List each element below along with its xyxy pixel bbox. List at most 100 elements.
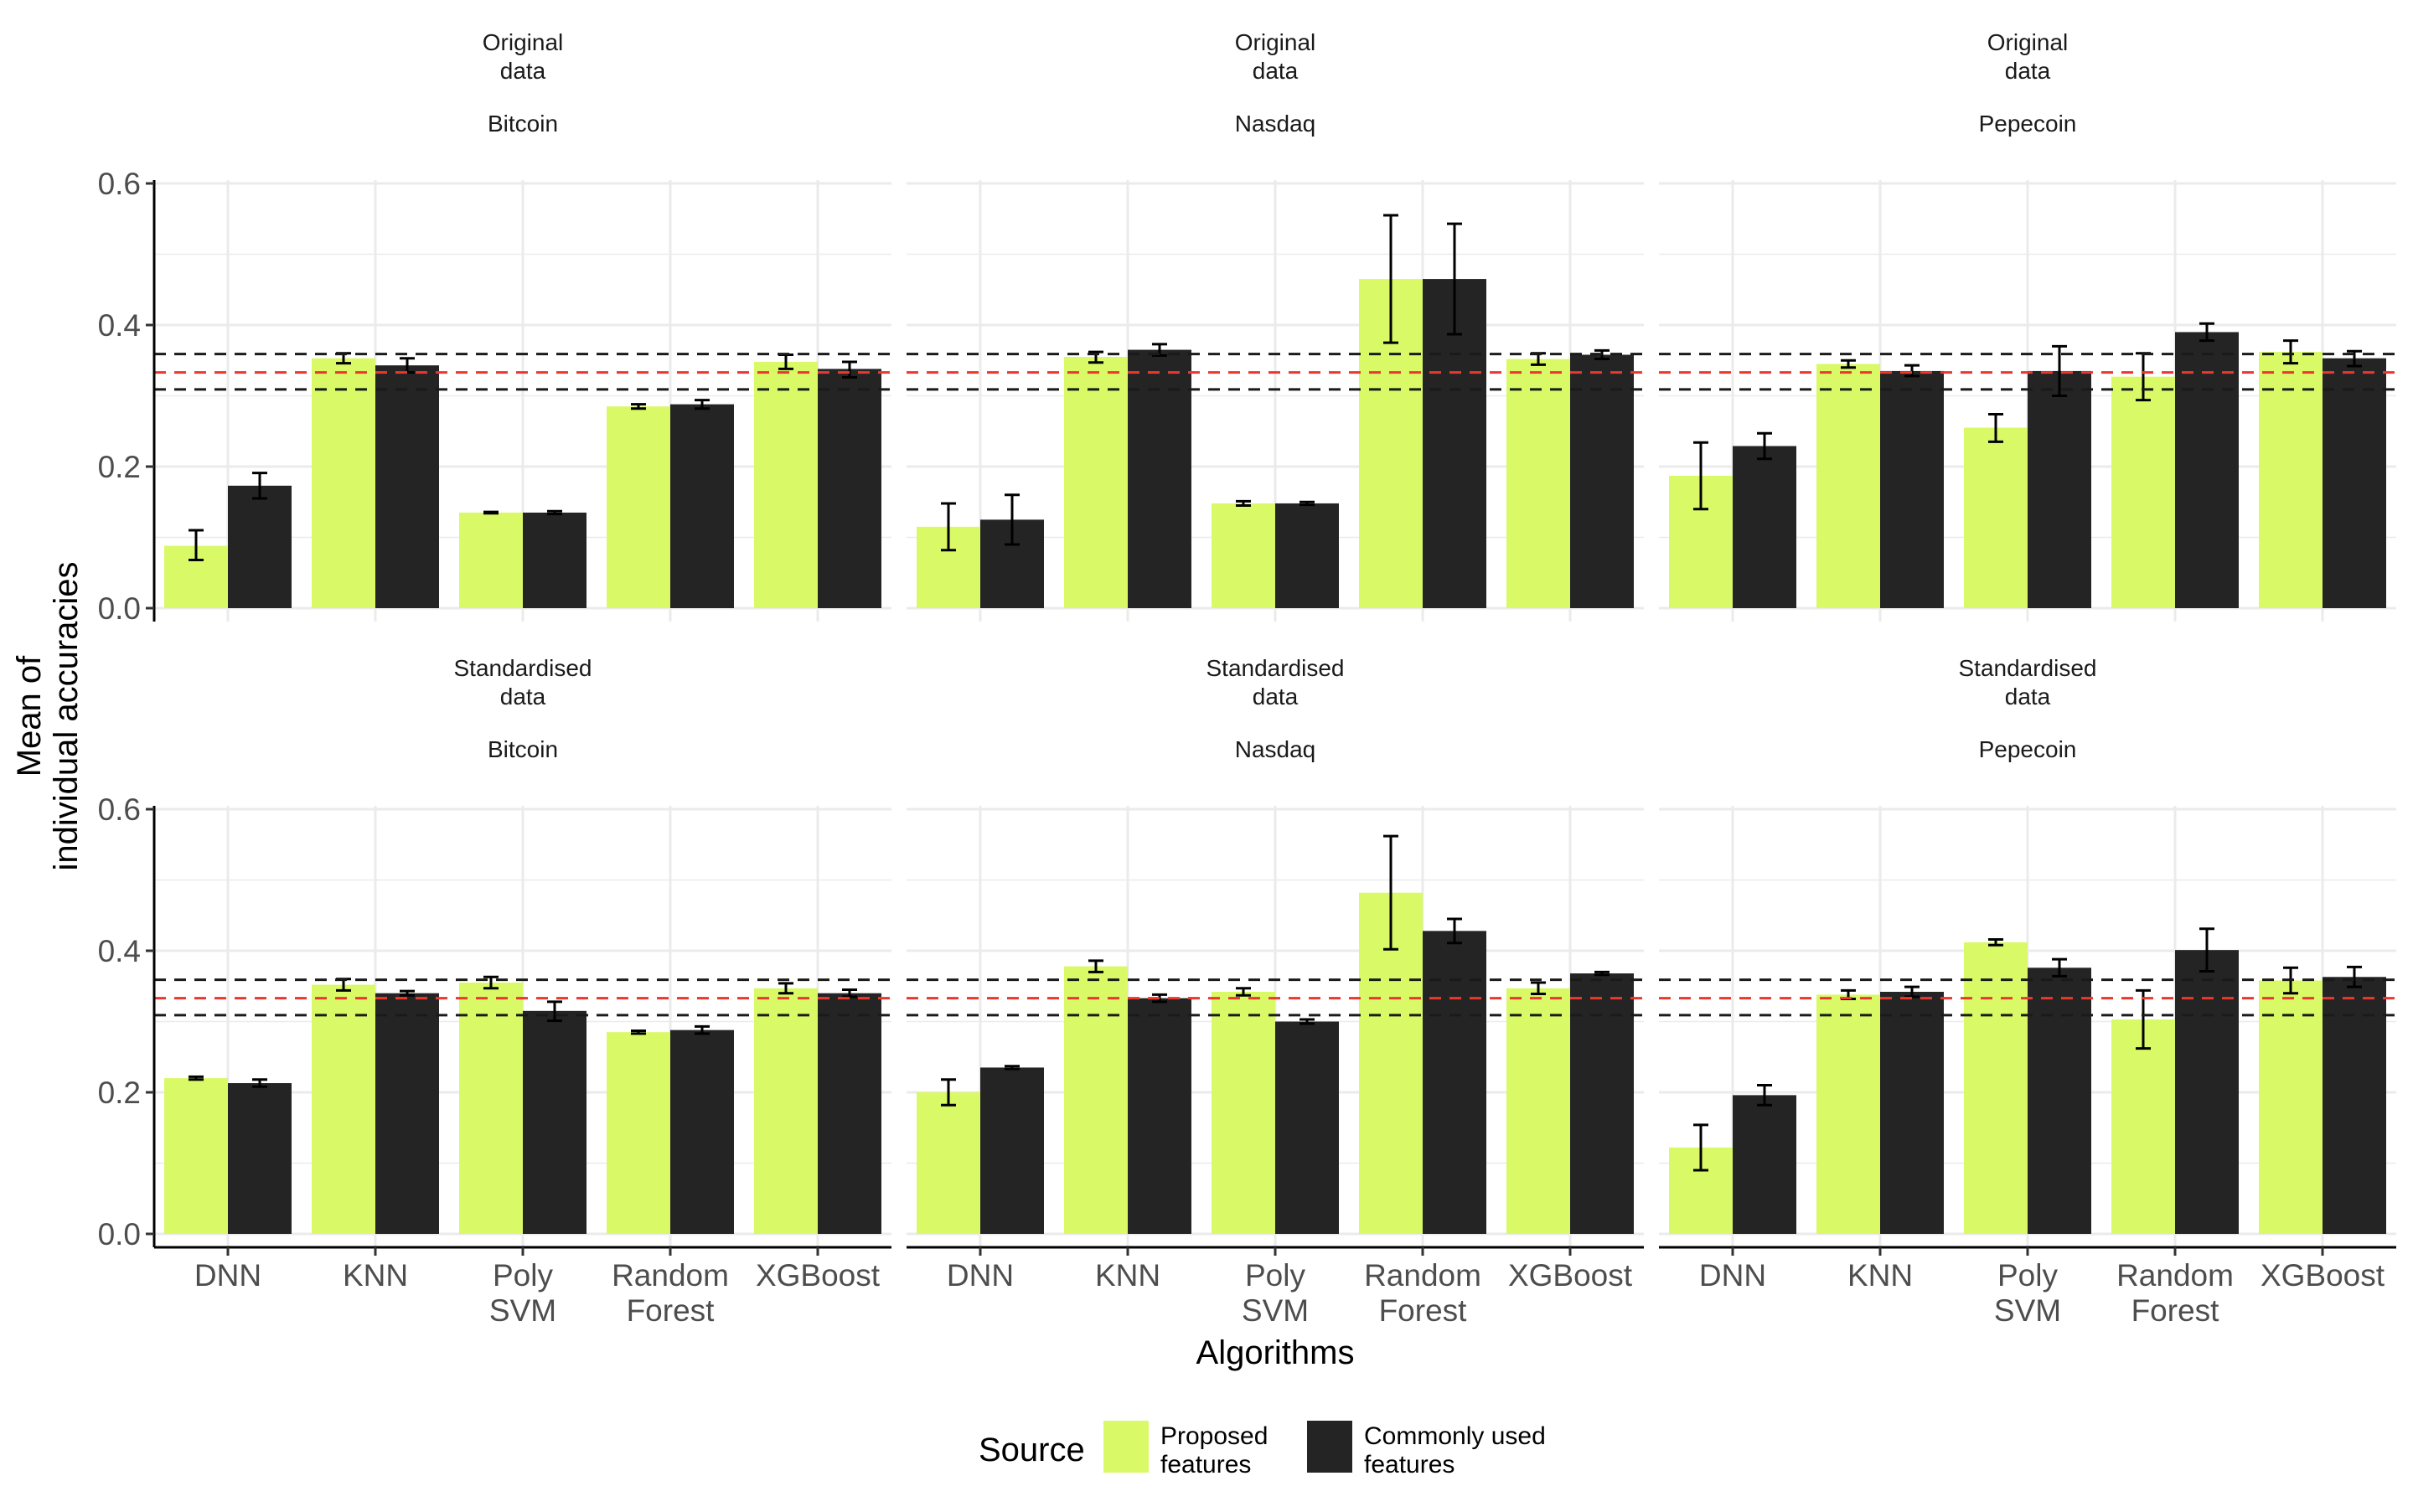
- bar-common: [1880, 992, 1944, 1234]
- bar-common: [2175, 332, 2239, 608]
- strip-label-data-type: data: [1253, 684, 1299, 710]
- strip-label-asset: Nasdaq: [1235, 736, 1316, 762]
- strip-label-data-type: Original: [483, 29, 563, 55]
- bar-common: [2175, 950, 2239, 1234]
- x-tick-label: SVM: [1994, 1293, 2061, 1328]
- strip-label-data-type: data: [500, 58, 546, 84]
- x-tick-label: XGBoost: [2261, 1258, 2385, 1293]
- y-tick-label: 0.6: [98, 167, 141, 201]
- x-tick-label: Forest: [2131, 1293, 2220, 1328]
- x-tick-label: Poly: [1997, 1258, 2058, 1293]
- x-tick-label: KNN: [1847, 1258, 1913, 1293]
- bar-proposed: [312, 358, 375, 608]
- bar-common: [1733, 1095, 1796, 1234]
- bar-proposed: [1816, 994, 1880, 1234]
- bar-proposed: [1212, 992, 1275, 1234]
- bar-common: [523, 1010, 586, 1234]
- legend-label-proposed: features: [1160, 1451, 1251, 1478]
- y-tick-label: 0.0: [98, 591, 141, 626]
- x-tick-label: Random: [2116, 1258, 2234, 1293]
- bar-proposed: [2259, 352, 2323, 608]
- panel-original-bitcoin: Original data Bitcoin 0.0 0.2 0.4 0.6: [98, 29, 891, 626]
- bar-proposed: [312, 984, 375, 1234]
- panel-standardised-bitcoin: Standardised data Bitcoin 0.0 0.2 0.4 0.6 DNN KN…: [98, 655, 891, 1328]
- bar-common: [2028, 968, 2091, 1234]
- bar-common: [980, 1067, 1044, 1234]
- bar-common: [1423, 931, 1486, 1234]
- bar-proposed: [164, 1078, 228, 1234]
- y-tick-label: 0.2: [98, 1076, 141, 1110]
- bar-common: [375, 993, 439, 1234]
- strip-label-asset: Nasdaq: [1235, 111, 1316, 137]
- x-tick-label: DNN: [1699, 1258, 1766, 1293]
- x-tick-label: XGBoost: [756, 1258, 881, 1293]
- bar-proposed: [607, 1032, 670, 1234]
- bar-proposed: [754, 988, 818, 1234]
- bar-proposed: [2259, 980, 2323, 1234]
- legend-label-common: Commonly used: [1364, 1422, 1546, 1450]
- bar-common: [1128, 349, 1191, 608]
- bar-proposed: [459, 983, 523, 1234]
- bar-common: [1570, 354, 1634, 608]
- x-tick-label: Forest: [627, 1293, 716, 1328]
- bar-common: [670, 404, 734, 608]
- bar-proposed: [459, 512, 523, 608]
- strip-label-asset: Bitcoin: [488, 736, 558, 762]
- bar-common: [818, 369, 881, 608]
- strip-label-data-type: Original: [1987, 29, 2068, 55]
- legend-swatch-common: [1307, 1421, 1352, 1473]
- x-tick-label: XGBoost: [1508, 1258, 1633, 1293]
- bar-common: [670, 1030, 734, 1234]
- bar-proposed: [1506, 359, 1570, 608]
- strip-label-data-type: data: [2005, 58, 2051, 84]
- bar-proposed: [2111, 1019, 2175, 1234]
- bar-proposed: [1964, 427, 2028, 608]
- bar-common: [523, 512, 586, 608]
- x-tick-label: Forest: [1379, 1293, 1468, 1328]
- panel-original-nasdaq: Original data Nasdaq: [907, 29, 1644, 622]
- bar-common: [1128, 998, 1191, 1234]
- strip-label-asset: Pepecoin: [1979, 111, 2077, 137]
- legend-label-common: features: [1364, 1451, 1455, 1478]
- y-tick-label: 0.4: [98, 308, 141, 343]
- strip-label-asset: Pepecoin: [1979, 736, 2077, 762]
- y-tick-label: 0.4: [98, 934, 141, 968]
- x-tick-label: KNN: [343, 1258, 408, 1293]
- bar-common: [2323, 977, 2386, 1234]
- bar-proposed: [1064, 357, 1128, 608]
- x-axis-title: Algorithms: [1196, 1334, 1355, 1371]
- bar-proposed: [1964, 942, 2028, 1234]
- x-tick-label: DNN: [947, 1258, 1014, 1293]
- bar-proposed: [607, 406, 670, 608]
- x-tick-label: SVM: [1242, 1293, 1309, 1328]
- x-tick-label: KNN: [1095, 1258, 1160, 1293]
- strip-label-data-type: data: [1253, 58, 1299, 84]
- bar-common: [375, 365, 439, 608]
- strip-label-data-type: data: [500, 684, 546, 710]
- legend-title: Source: [979, 1432, 1085, 1468]
- bar-common: [2323, 358, 2386, 608]
- strip-label-asset: Bitcoin: [488, 111, 558, 137]
- bar-common: [1880, 370, 1944, 608]
- x-tick-label: Random: [1364, 1258, 1481, 1293]
- panel-original-pepecoin: Original data Pepecoin: [1659, 29, 2396, 622]
- bar-common: [2028, 370, 2091, 608]
- x-tick-label: DNN: [194, 1258, 261, 1293]
- x-tick-label: SVM: [489, 1293, 556, 1328]
- bar-common: [1733, 446, 1796, 608]
- strip-label-data-type: Standardised: [1958, 655, 2096, 681]
- strip-label-data-type: Original: [1235, 29, 1315, 55]
- y-axis-title-line: individual accuracies: [48, 561, 85, 870]
- bar-proposed: [754, 361, 818, 608]
- x-tick-label: Random: [612, 1258, 729, 1293]
- bar-common: [818, 993, 881, 1234]
- y-axis-title: Mean ofindividual accuracies: [11, 561, 85, 870]
- bar-proposed: [917, 1092, 980, 1234]
- bar-proposed: [2111, 376, 2175, 608]
- bar-common: [1275, 1021, 1339, 1234]
